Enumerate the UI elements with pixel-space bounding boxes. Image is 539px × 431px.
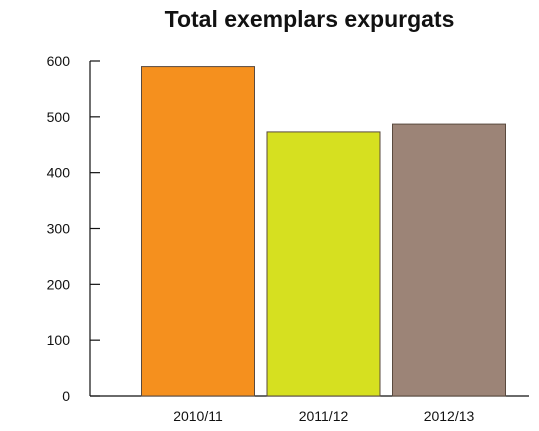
y-tick-label: 600 (47, 53, 71, 69)
y-axis: 0 100 200 300 400 500 600 (47, 53, 100, 404)
chart-title: Total exemplars expurgats (164, 6, 455, 32)
bar-2010-11 (141, 66, 255, 397)
x-tick-label: 2010/11 (173, 408, 223, 424)
y-tick-label: 500 (47, 109, 71, 125)
y-tick-label: 100 (47, 332, 71, 348)
x-tick-label: 2012/13 (424, 408, 475, 424)
bar-2012-13 (392, 123, 506, 397)
x-axis: 2010/11 2011/12 2012/13 (90, 395, 529, 424)
y-tick-label: 0 (62, 388, 70, 404)
y-tick-label: 200 (47, 276, 71, 292)
y-tick-label: 300 (47, 221, 71, 237)
x-tick-label: 2011/12 (299, 408, 349, 424)
y-tick-label: 400 (47, 165, 71, 181)
bars (141, 66, 506, 397)
bar-2011-12 (266, 131, 381, 397)
